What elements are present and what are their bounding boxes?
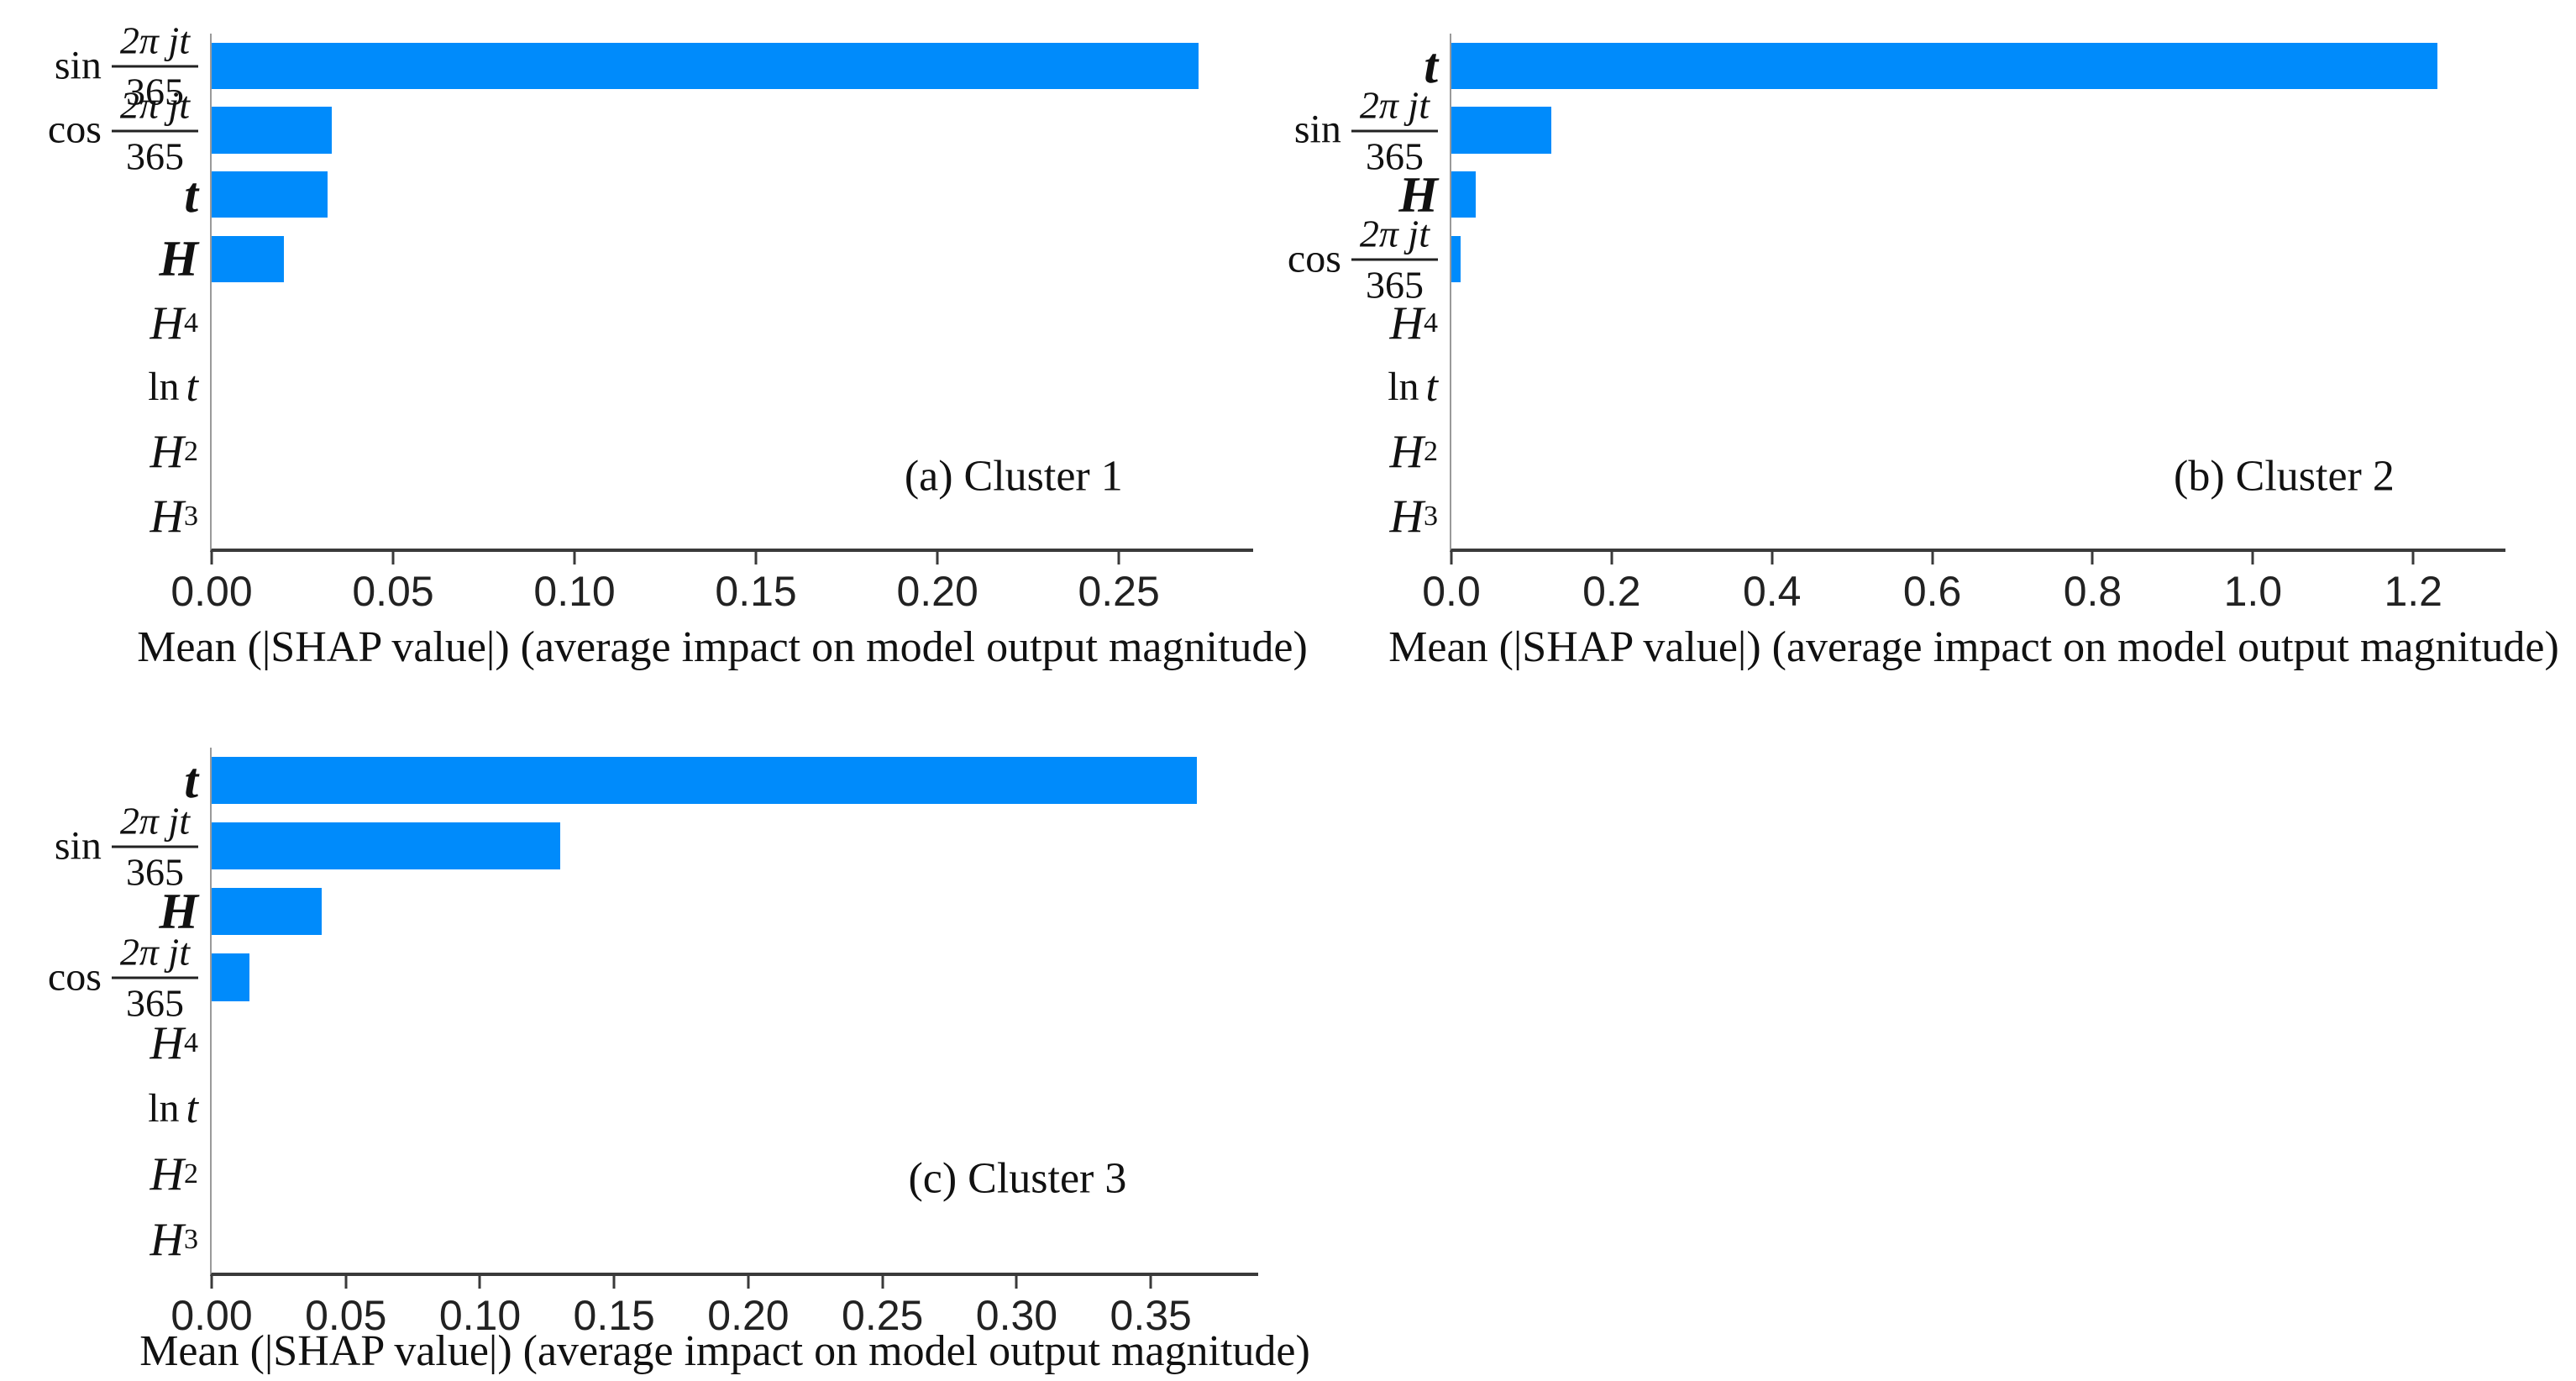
x-tick-label: 0.00 [171, 1292, 253, 1339]
bar-sin-2pijt-365 [1451, 107, 1552, 154]
chart-caption: (a) Cluster 1 [904, 452, 1123, 501]
x-tick-label: 0.4 [1742, 568, 1802, 615]
x-tick-label: 0.2 [1582, 568, 1641, 615]
y-axis-label-cos-2pijt-365: cos 2π jt 365 [48, 84, 198, 176]
bar-cos-2pijt-365 [212, 953, 249, 1001]
y-axis-label-t: t [1424, 38, 1438, 94]
plot-area: (a) Cluster 1 sin 2π jt 365 cos 2π jt 365 t H H 4… [48, 21, 1253, 612]
chart-caption: (c) Cluster 3 [908, 1154, 1127, 1202]
x-tick-label: 0.05 [305, 1292, 387, 1339]
bar-cos-2pijt-365 [212, 107, 332, 154]
y-axis-label-t: t [184, 753, 198, 809]
bar-H [1451, 171, 1476, 218]
x-tick-label: 0.10 [533, 568, 616, 615]
x-tick-mark [1117, 552, 1120, 564]
bar-t [212, 171, 328, 218]
y-axis-label-t: t [184, 166, 198, 223]
y-axis-label-ln-t: ln t [148, 363, 198, 412]
x-axis-title: Mean (|SHAP value|) (average impact on m… [1388, 623, 2559, 671]
x-tick-mark [1450, 552, 1453, 564]
y-axis-label-cos-2pijt-365: cos 2π jt 365 [1288, 213, 1438, 305]
x-tick-mark [747, 1276, 750, 1289]
x-tick-label: 0.00 [171, 568, 253, 615]
x-tick-mark [936, 552, 939, 564]
x-tick-label: 0.10 [438, 1292, 522, 1339]
x-tick-label: 0.15 [715, 568, 797, 615]
x-tick-mark [1771, 552, 1774, 564]
x-tick-mark [1610, 552, 1613, 564]
x-tick-label: 0.35 [1110, 1292, 1192, 1339]
x-axis-title: Mean (|SHAP value|) (average impact on m… [139, 1327, 1310, 1375]
x-tick-label: 1.2 [2384, 568, 2442, 615]
x-tick-mark [612, 1276, 616, 1289]
bar-sin-2pijt-365 [212, 42, 1199, 89]
y-axis-label-H: H [1398, 166, 1438, 223]
y-axis-label-H: H [159, 231, 198, 287]
x-tick-mark [344, 1276, 348, 1289]
x-tick-label: 0.8 [2063, 568, 2122, 615]
x-tick-mark [391, 552, 395, 564]
y-axis-label-H: H [159, 884, 198, 940]
x-tick-label: 0.25 [842, 1292, 924, 1339]
bar-cos-2pijt-365 [1451, 235, 1461, 282]
bar-t [212, 756, 1197, 805]
x-tick-mark [754, 552, 758, 564]
y-axis-label-ln-t: ln t [148, 1084, 198, 1132]
x-tick-mark [1015, 1276, 1018, 1289]
bar-t [1451, 42, 2437, 89]
chart-panel-a: (a) Cluster 1 sin 2π jt 365 cos 2π jt 365 t H H 4… [0, 0, 1308, 689]
x-tick-mark [573, 552, 576, 564]
bar-H [212, 235, 285, 282]
x-tick-label: 0.6 [1902, 568, 1962, 615]
x-tick-mark [2091, 552, 2094, 564]
x-tick-label: 0.05 [352, 568, 434, 615]
x-tick-mark [881, 1276, 884, 1289]
x-tick-mark [478, 1276, 481, 1289]
x-tick-mark [210, 1276, 213, 1289]
y-axis-label-sin-2pijt-365: sin 2π jt 365 [55, 20, 198, 112]
y-axis-label-sin-2pijt-365: sin 2π jt 365 [1294, 84, 1438, 176]
y-axis-label-sin-2pijt-365: sin 2π jt 365 [55, 801, 198, 892]
x-tick-label: 0.25 [1078, 568, 1160, 615]
x-tick-mark [1149, 1276, 1152, 1289]
x-tick-mark [2411, 552, 2415, 564]
x-tick-label: 0.20 [707, 1292, 790, 1339]
x-tick-mark [210, 552, 213, 564]
y-axis-label-ln-t: ln t [1388, 363, 1438, 412]
x-tick-label: 0.15 [573, 1292, 655, 1339]
chart-caption: (b) Cluster 2 [2174, 452, 2395, 501]
x-tick-label: 1.0 [2223, 568, 2283, 615]
bar-H [212, 888, 322, 936]
x-tick-label: 0.0 [1422, 568, 1481, 615]
x-tick-mark [2251, 552, 2254, 564]
x-tick-mark [1931, 552, 1934, 564]
x-tick-label: 0.20 [896, 568, 978, 615]
bar-sin-2pijt-365 [212, 822, 561, 870]
x-axis-title: Mean (|SHAP value|) (average impact on m… [137, 623, 1308, 671]
y-axis-label-cos-2pijt-365: cos 2π jt 365 [48, 932, 198, 1023]
x-tick-label: 0.30 [975, 1292, 1058, 1339]
